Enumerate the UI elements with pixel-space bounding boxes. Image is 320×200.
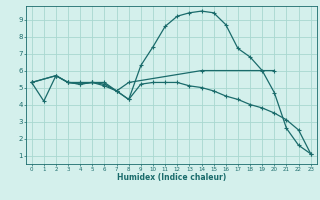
X-axis label: Humidex (Indice chaleur): Humidex (Indice chaleur) (116, 173, 226, 182)
